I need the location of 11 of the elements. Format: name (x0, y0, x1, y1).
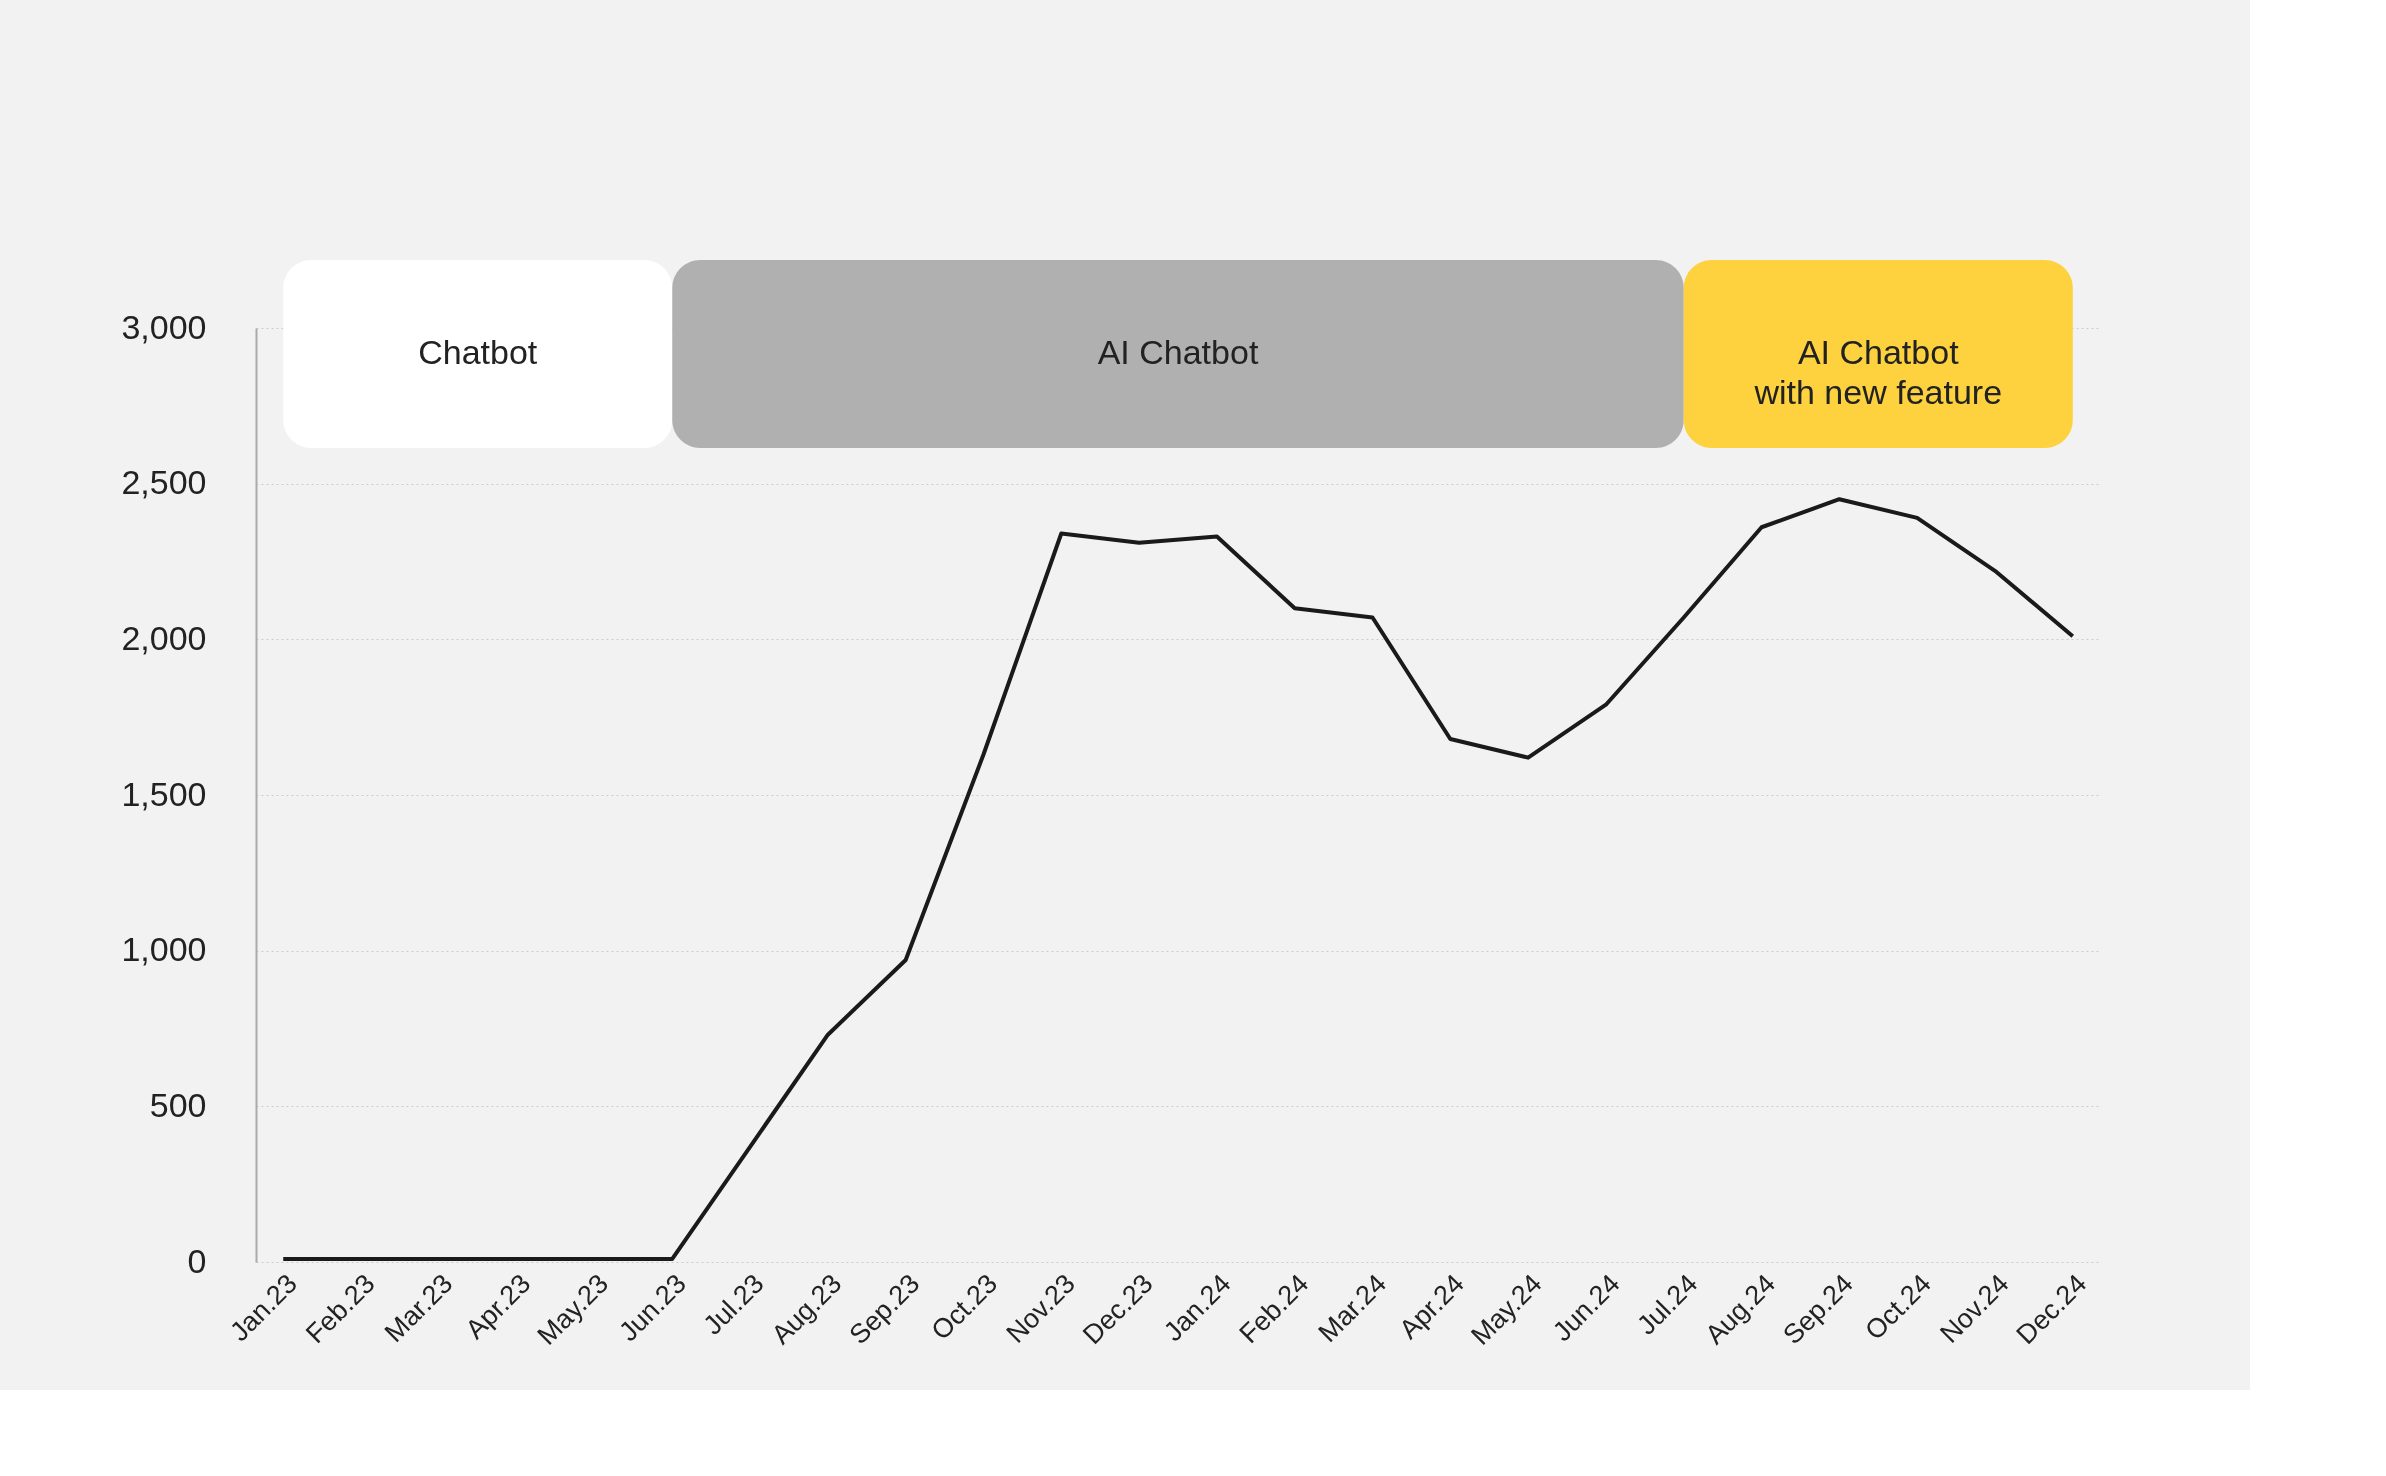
y-tick-label: 500 (149, 1085, 207, 1124)
y-tick-label: 0 (187, 1241, 207, 1280)
y-tick-label: 1,500 (121, 774, 207, 813)
y-tick-label: 1,000 (121, 930, 207, 969)
line-series (281, 497, 2075, 1261)
y-tick-label: 2,000 (121, 618, 207, 657)
band-label: AI Chatbot with new feature (1753, 333, 2003, 411)
band-label: Chatbot (418, 333, 538, 371)
band-label: AI Chatbot (1097, 333, 1259, 371)
y-tick-label: 2,500 (121, 463, 207, 502)
y-tick-label: 3,000 (121, 307, 207, 346)
